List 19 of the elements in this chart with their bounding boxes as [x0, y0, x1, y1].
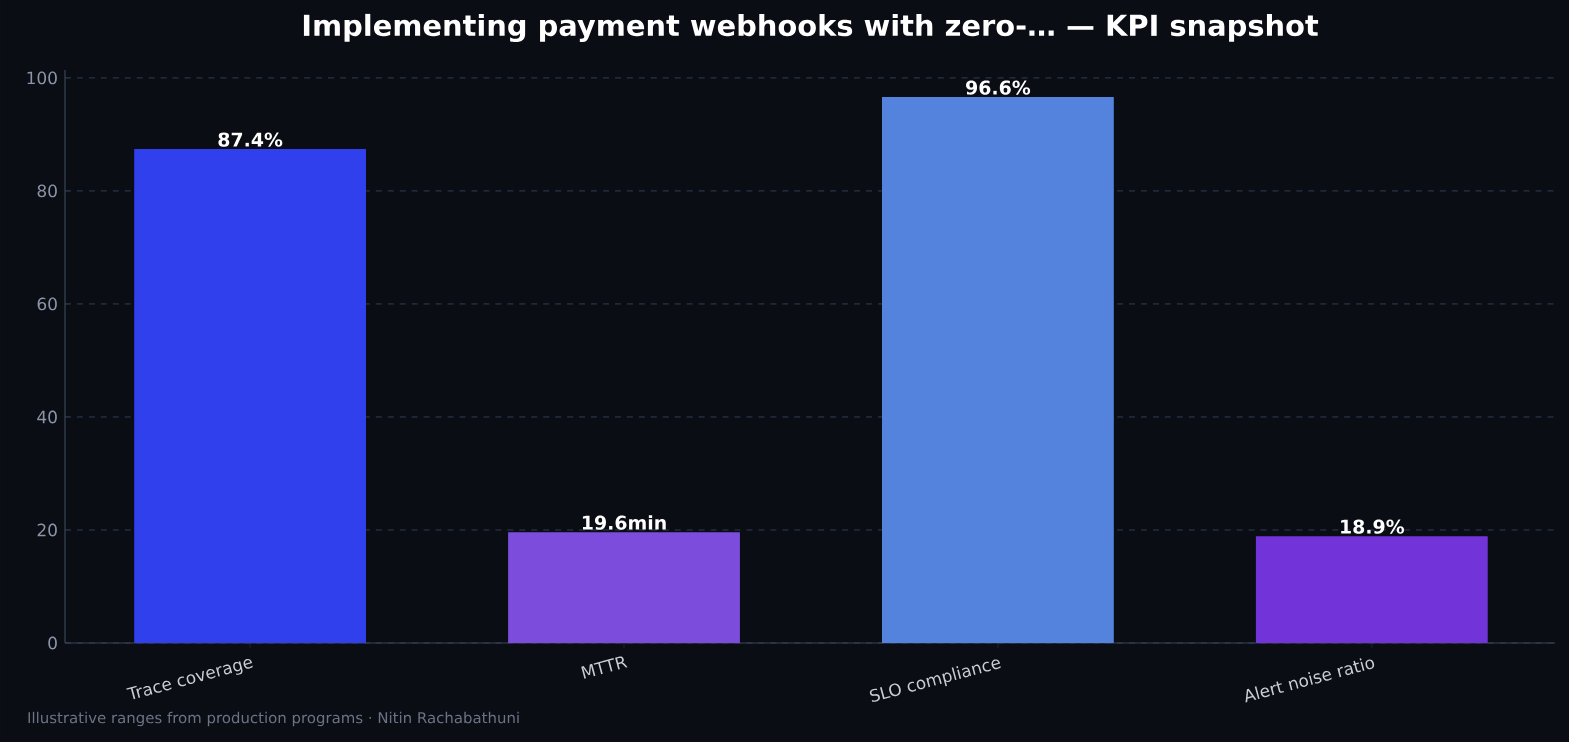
data-label: 87.4%: [218, 132, 283, 147]
y-tick-label: 60: [37, 297, 57, 311]
data-label: 18.9%: [1341, 519, 1405, 534]
bar: [882, 97, 1114, 643]
data-label: 19.6min: [582, 515, 666, 530]
bar: [1255, 536, 1488, 643]
text: Illustrative ranges from production programs · Nitin Rachabathuni: [28, 711, 519, 727]
chart-title: Implementing payment webhooks with zero-… — KPI snapshot: [303, 13, 1319, 43]
data-label: 96.6%: [966, 80, 1031, 95]
x-tick-label: Trace coverage: [126, 658, 253, 700]
bar: [508, 532, 740, 643]
bar: [134, 149, 367, 643]
y-tick-label: 80: [37, 184, 57, 198]
y-tick-label: 20: [37, 523, 57, 537]
y-tick-label: 40: [37, 410, 57, 424]
y-tick-label: 100: [27, 71, 57, 85]
x-tick-label: MTTR: [581, 656, 628, 679]
x-tick-label: Alert noise ratio: [1245, 658, 1375, 703]
y-tick-label: 0: [48, 636, 57, 650]
